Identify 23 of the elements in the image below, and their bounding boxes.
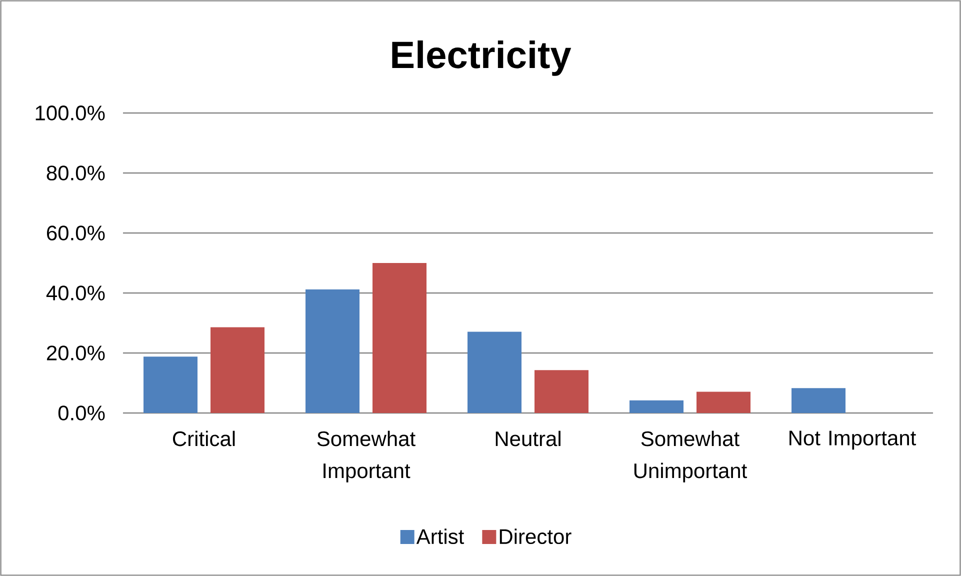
chart-title: Electricity bbox=[392, 40, 572, 76]
y-tick-label: 100.0% bbox=[36, 106, 105, 120]
bar bbox=[144, 356, 198, 413]
bar bbox=[534, 370, 589, 413]
bar bbox=[468, 332, 522, 413]
bar bbox=[696, 392, 751, 413]
x-tick-label: Somewhat Important bbox=[317, 430, 416, 482]
x-tick-label: Critical bbox=[172, 430, 235, 446]
y-tick-label: 60.0% bbox=[46, 226, 105, 240]
bar bbox=[792, 388, 846, 413]
legend-label: Artist bbox=[416, 528, 464, 544]
x-tick-label: Neutral bbox=[496, 430, 560, 446]
bar bbox=[210, 327, 265, 413]
y-tick-label: 80.0% bbox=[46, 166, 105, 180]
x-tick-label: Somewhat Unimportant bbox=[634, 430, 748, 482]
x-tick-label: Not Important bbox=[790, 430, 916, 450]
bar bbox=[306, 289, 360, 413]
bar bbox=[372, 262, 427, 413]
y-tick-label: 0.0% bbox=[58, 406, 105, 420]
y-tick-label: 20.0% bbox=[46, 346, 105, 360]
y-tick-label: 40.0% bbox=[46, 286, 105, 300]
bar bbox=[630, 400, 684, 413]
legend-label: Director bbox=[500, 528, 572, 544]
